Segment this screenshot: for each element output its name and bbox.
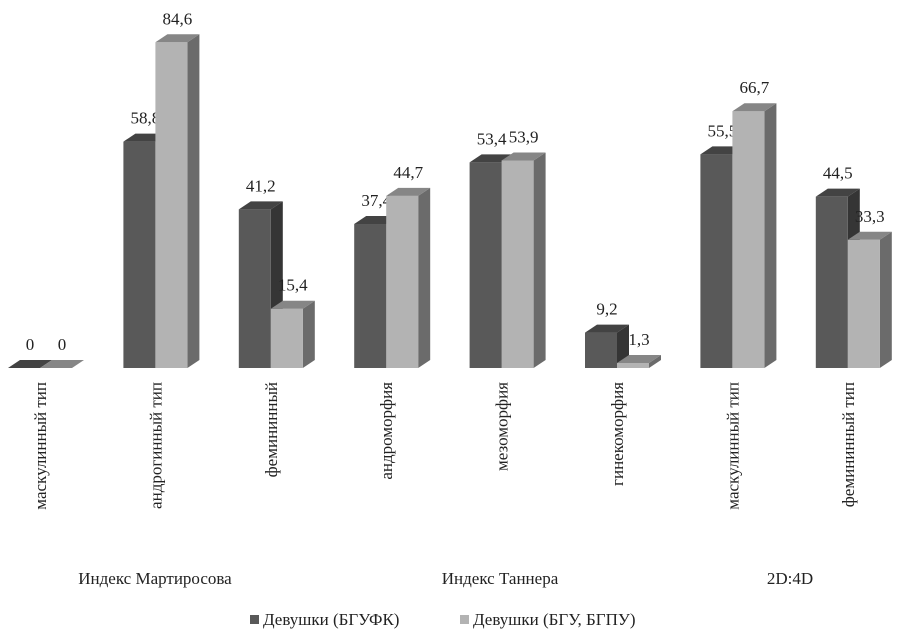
value-label: 53,4 [477,129,507,148]
bar-top [270,300,315,309]
value-label: 66,7 [740,78,770,97]
bar-top [155,34,200,43]
value-label: 33,3 [855,207,885,226]
value-label: 55,5 [708,121,738,140]
bar [847,239,880,368]
bar [354,224,387,368]
value-label: 15,4 [278,276,308,295]
bar [270,308,303,368]
bar [469,162,502,368]
x-tick-label: фемининный тип [839,382,858,507]
bar-side [533,152,546,368]
bar-top [732,103,777,112]
group-label: Индекс Таннера [442,569,559,588]
bar [155,42,188,368]
value-label: 0 [26,335,35,354]
value-label: 0 [58,335,67,354]
x-tick-label: гинекоморфия [608,382,627,486]
value-label: 58,8 [131,109,161,128]
bar-top [8,360,52,368]
bar [123,141,156,368]
bar-side [187,34,200,368]
x-tick-label: мезоморфия [493,382,512,471]
legend-swatch [460,615,469,624]
x-tick-label: маскулинный тип [31,382,50,510]
bar-top [501,152,546,161]
value-label: 53,9 [509,127,539,146]
value-label: 44,5 [823,164,853,183]
value-label: 37,4 [361,191,391,210]
bar [238,209,271,368]
value-label: 9,2 [596,300,617,319]
bar-side [649,354,661,368]
bar-top [847,231,892,240]
group-label: 2D:4D [767,569,813,588]
bar [617,362,649,368]
value-label: 84,6 [163,9,193,28]
bar-top [40,360,84,368]
value-label: 41,2 [246,176,276,195]
legend-swatch [250,615,259,624]
bar [386,195,419,368]
bar [732,111,765,368]
legend-label: Девушки (БГУФК) [263,610,399,629]
group-label: Индекс Мартиросова [78,569,232,588]
legend-label: Девушки (БГУ, БГПУ) [473,610,636,629]
bar-top [617,354,661,363]
value-label: 1,3 [628,330,649,349]
bar [501,160,534,368]
bar [815,196,848,368]
bar-side [418,187,431,368]
bar-side [302,300,315,368]
x-tick-label: фемининный [262,382,281,477]
bar-top [238,201,283,210]
bar-side [879,231,892,368]
bar-side [764,103,777,368]
x-tick-label: маскулинный тип [723,382,742,510]
bar [585,332,617,368]
bar-top [386,187,431,196]
x-tick-label: андроморфия [377,382,396,480]
x-tick-label: андрогинный тип [146,382,165,509]
bar-top [815,188,860,197]
bar [700,154,733,368]
bar-top [585,324,629,333]
value-label: 44,7 [393,163,423,182]
